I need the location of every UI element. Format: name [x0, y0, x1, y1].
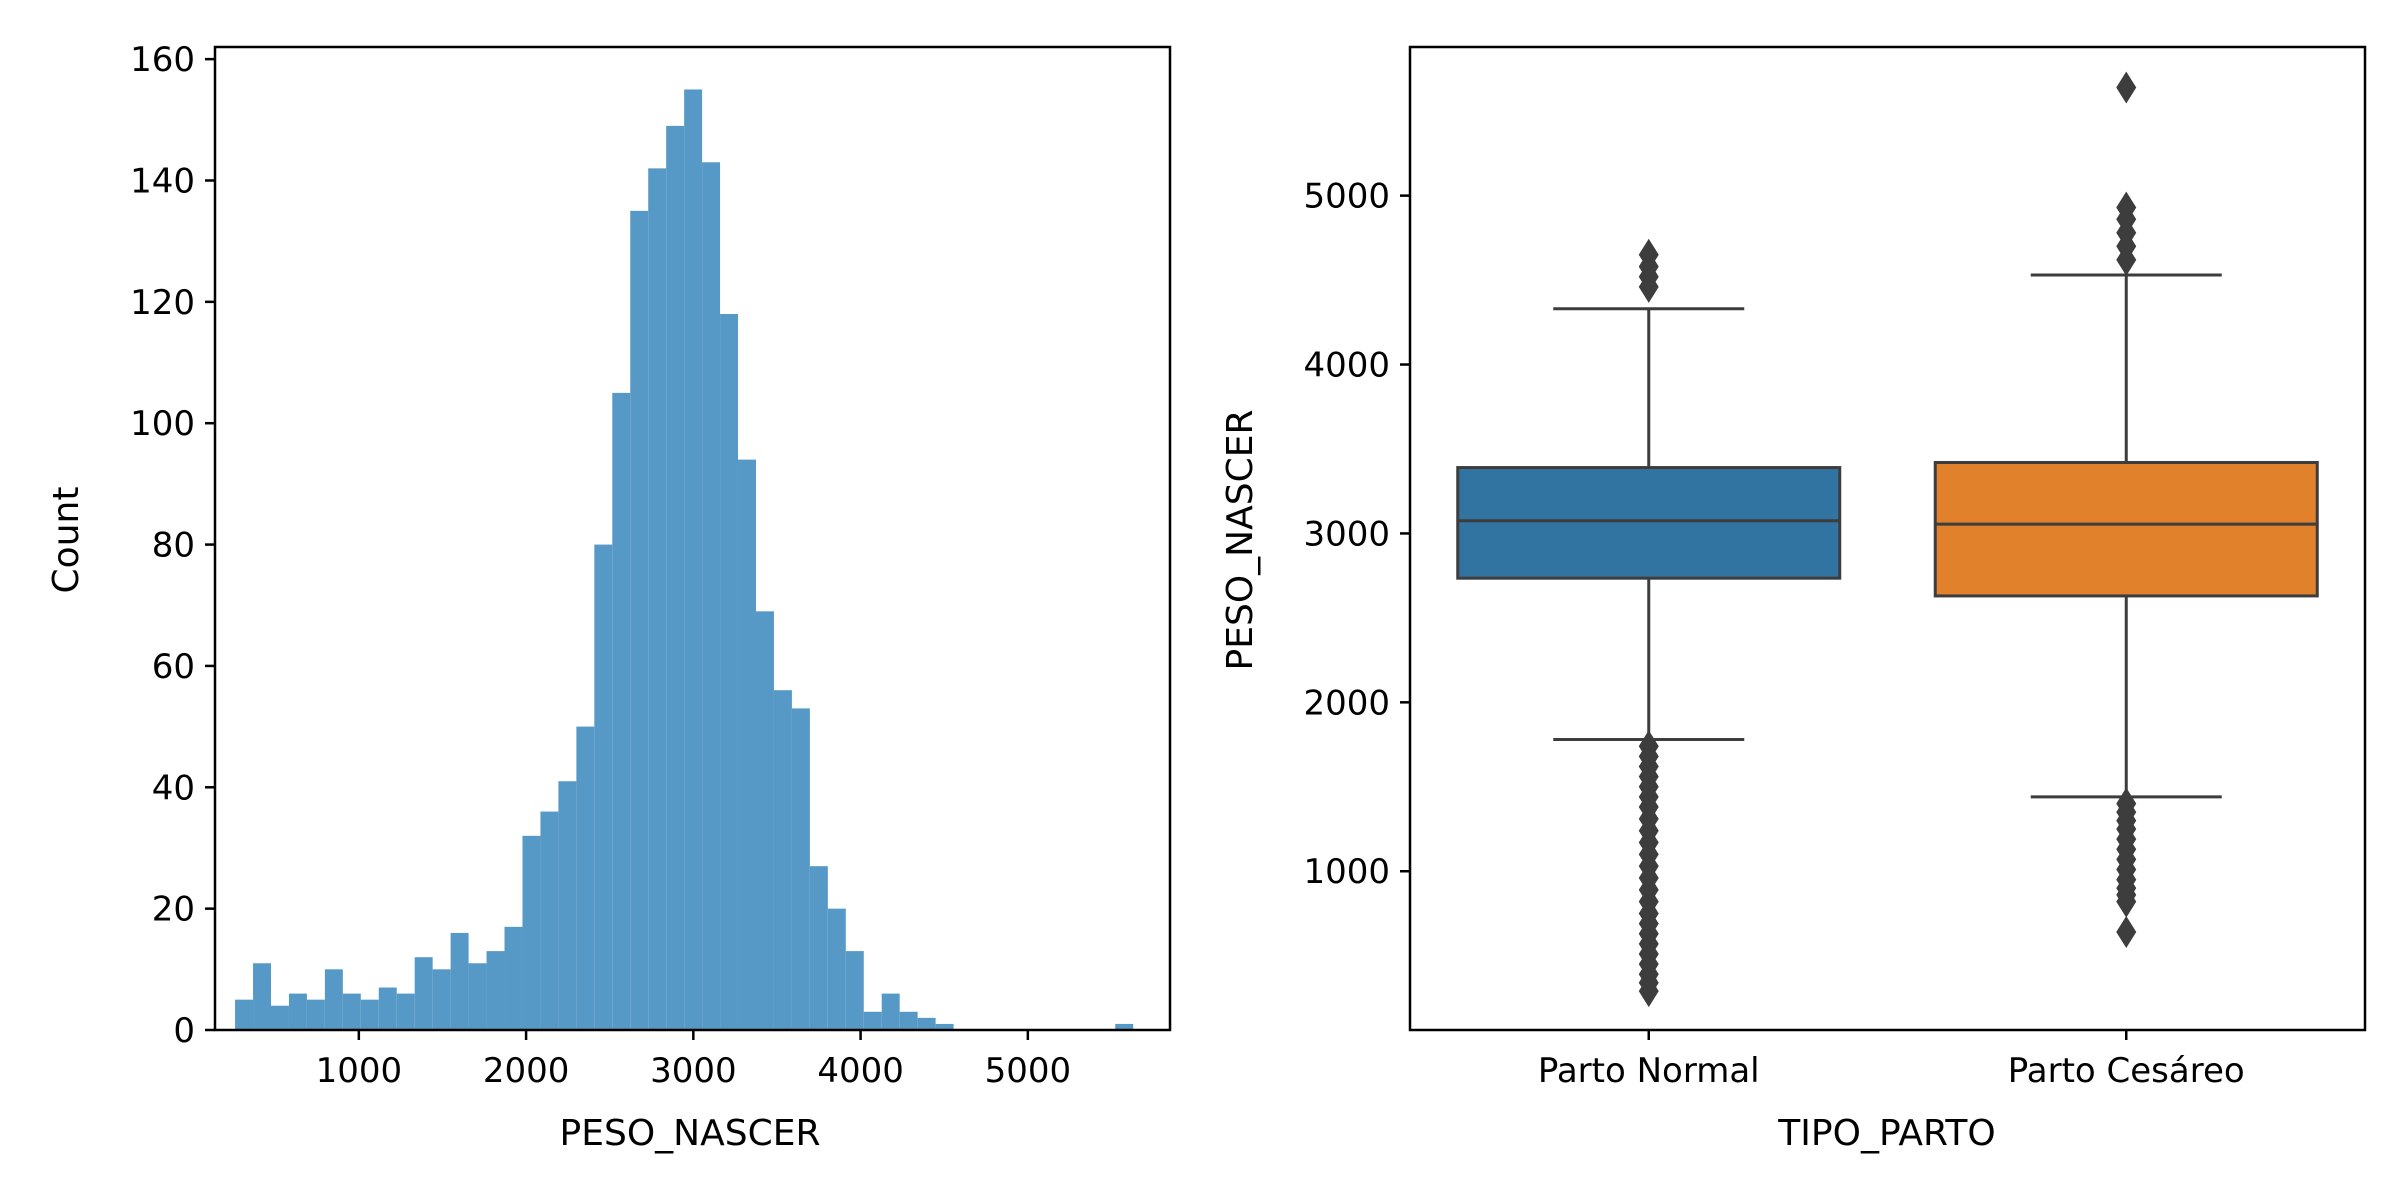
histogram-x-ticks: 1000 2000 3000 4000 5000 [316, 1030, 1072, 1091]
histogram-bar [863, 1011, 882, 1030]
histogram-bar [522, 835, 541, 1030]
histogram-bar [738, 459, 756, 1030]
boxplot-y-tick-label: 1000 [1303, 852, 1390, 892]
histogram-bar [809, 866, 828, 1030]
histogram-panel: 1000 2000 3000 4000 5000 0 20 40 60 80 100 120 140 1… [46, 40, 1172, 1154]
histogram-bar [648, 168, 667, 1030]
histogram-bar [504, 926, 523, 1030]
histogram-y-tick-label: 140 [130, 161, 195, 201]
histogram-bar [935, 1023, 954, 1030]
histogram-y-tick-label: 120 [130, 283, 195, 323]
histogram-bar [630, 210, 649, 1031]
boxplot-x-tick-label: Parto Cesáreo [2008, 1051, 2245, 1091]
histogram-bar [827, 908, 846, 1030]
boxplot-y-tick-label: 2000 [1303, 683, 1390, 723]
histogram-x-tick-label: 3000 [650, 1051, 737, 1091]
histogram-bar [378, 987, 397, 1030]
histogram-x-tick-label: 2000 [483, 1051, 570, 1091]
histogram-bar [702, 162, 721, 1030]
histogram-bar [432, 969, 451, 1030]
histogram-y-tick-label: 0 [173, 1011, 195, 1051]
histogram-bar [540, 811, 559, 1030]
boxplot-outlier [2116, 916, 2137, 949]
histogram-bar [845, 951, 864, 1030]
histogram-y-tick-label: 160 [130, 40, 195, 80]
histogram-bar [720, 313, 739, 1030]
histogram-y-tick-label: 20 [152, 890, 195, 930]
histogram-bar [414, 957, 433, 1030]
boxplot-box [1933, 460, 2319, 598]
boxplot-group [1456, 238, 1842, 1008]
histogram-x-tick-label: 4000 [817, 1051, 904, 1091]
boxplot-x-tick-label: Parto Normal [1538, 1051, 1760, 1091]
histogram-bar [881, 993, 900, 1030]
histogram-bar [791, 708, 810, 1030]
histogram-y-axis-label: Count [46, 487, 87, 594]
histogram-bar [342, 993, 361, 1030]
histogram-bar [270, 1005, 289, 1030]
boxplot-y-axis-label: PESO_NASCER [1220, 410, 1261, 671]
histogram-bar [486, 951, 505, 1030]
histogram-bar [468, 963, 487, 1030]
boxplot-outlier [2116, 191, 2137, 224]
boxplot-y-tick-label: 4000 [1303, 346, 1390, 386]
histogram-bar [612, 392, 631, 1030]
histogram-y-ticks: 0 20 40 60 80 100 120 140 160 [130, 40, 215, 1051]
histogram-bar [576, 726, 595, 1030]
boxplot-elements [1456, 71, 2319, 1008]
histogram-bar [324, 969, 343, 1030]
histogram-bar [253, 963, 271, 1030]
boxplot-panel: Parto Normal Parto Cesáreo 1000 2000 3000 40… [1220, 45, 2367, 1154]
histogram-x-axis-label: PESO_NASCER [560, 1113, 821, 1154]
boxplot-y-tick-label: 5000 [1303, 177, 1390, 217]
boxplot-box [1456, 466, 1842, 580]
histogram-bar [684, 89, 703, 1030]
histogram-bar [235, 999, 254, 1030]
histogram-bar [396, 993, 415, 1030]
histogram-y-tick-label: 80 [152, 526, 195, 566]
histogram-bar [288, 993, 307, 1030]
histogram-bar [558, 781, 577, 1030]
histogram-bar [450, 932, 469, 1030]
histogram-bar [917, 1017, 936, 1030]
boxplot-outlier [2116, 71, 2137, 104]
histogram-bar [360, 999, 379, 1030]
histogram-bar [773, 690, 792, 1030]
histogram-bar [594, 544, 613, 1030]
boxplot-y-ticks: 1000 2000 3000 4000 5000 [1303, 177, 1410, 892]
histogram-y-tick-label: 40 [152, 768, 195, 808]
histogram-y-tick-label: 60 [152, 647, 195, 687]
histogram-bar [899, 1011, 918, 1030]
histogram-x-tick-label: 1000 [316, 1051, 403, 1091]
histogram-x-tick-label: 5000 [985, 1051, 1072, 1091]
boxplot-y-tick-label: 3000 [1303, 514, 1390, 554]
histogram-bar [666, 125, 685, 1031]
boxplot-x-axis-label: TIPO_PARTO [1777, 1113, 1995, 1154]
histogram-bar [755, 611, 774, 1030]
histogram-y-tick-label: 100 [130, 404, 195, 444]
boxplot-outlier [1638, 975, 1659, 1008]
histogram-bar [306, 999, 325, 1030]
boxplot-outlier [1638, 238, 1659, 271]
histogram-bar [1115, 1023, 1134, 1030]
boxplot-axes-frame [1408, 45, 2367, 1032]
boxplot-group [1933, 71, 2319, 949]
boxplot-outlier [2116, 885, 2137, 918]
boxplot-x-ticks: Parto Normal Parto Cesáreo [1538, 1030, 2245, 1091]
histogram-bars [235, 89, 1134, 1031]
